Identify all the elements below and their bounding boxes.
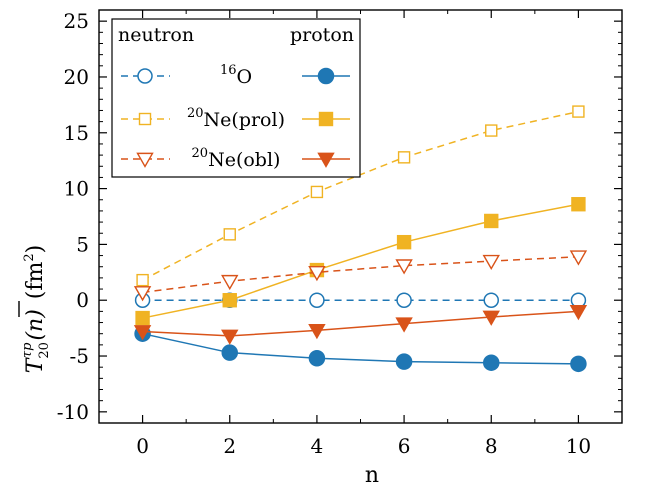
- y-tick-label: 10: [64, 177, 89, 201]
- legend-row: 20Ne(prol): [121, 106, 350, 131]
- legend-box: [111, 18, 361, 178]
- y-axis-title-unit: (fm: [23, 261, 48, 299]
- legend-label-nucleus: O: [236, 66, 252, 88]
- y-tick-label: -10: [57, 400, 89, 424]
- data-point: [569, 305, 588, 321]
- y-axis-title-sup: τp: [20, 342, 35, 358]
- series-neutron-4: [133, 250, 588, 302]
- data-point: [308, 265, 326, 282]
- y-axis-title-unit-sup: 2: [22, 253, 37, 261]
- data-point: [570, 355, 587, 373]
- y-tick-label: 20: [64, 65, 89, 89]
- legend-label-nucleus: Ne(prol): [204, 109, 285, 131]
- data-point: [395, 259, 413, 275]
- legend-neutron-marker: [137, 68, 153, 84]
- data-point: [133, 286, 152, 302]
- data-point: [135, 310, 150, 326]
- data-point: [483, 292, 499, 308]
- data-point: [133, 325, 152, 341]
- legend-neutron-marker: [138, 112, 152, 126]
- data-point: [396, 292, 412, 308]
- legend-label-mass-number: 20: [187, 106, 204, 121]
- data-point: [309, 292, 325, 308]
- data-point: [136, 273, 149, 287]
- data-point: [223, 228, 236, 241]
- axis-ticks: 0 2 4 6 8 10 -10 -5 0 5 10 15 20 25: [57, 9, 623, 458]
- y-tick-label: 5: [76, 232, 89, 256]
- legend-label-mass-number: 16: [220, 63, 237, 78]
- data-point: [395, 317, 413, 333]
- data-point: [483, 354, 500, 371]
- legend-neutron-marker: [136, 152, 154, 168]
- legend-proton-marker: [317, 152, 335, 168]
- data-point: [308, 324, 326, 340]
- y-axis-title-sub: 20: [37, 342, 52, 359]
- y-tick-label: -5: [70, 344, 89, 368]
- legend-label: 20Ne(obl): [192, 146, 281, 171]
- data-point: [395, 353, 413, 370]
- y-tick-label: 15: [64, 121, 89, 145]
- data-point: [572, 105, 585, 118]
- legend-label: 20Ne(prol): [187, 106, 285, 131]
- y-tick-label: 25: [64, 9, 89, 33]
- data-point: [221, 274, 239, 291]
- y-axis-title: T20τp (n) (fm2): [18, 245, 52, 374]
- data-point: [222, 293, 237, 308]
- series-proton-3: [135, 197, 586, 326]
- legend-label-mass-number: 20: [192, 146, 209, 161]
- data-point: [397, 151, 411, 164]
- x-tick-label: 10: [566, 434, 591, 458]
- legend-proton-marker: [317, 67, 335, 85]
- y-axis-title-unit-close: ): [23, 245, 48, 254]
- data-point: [484, 213, 499, 229]
- data-point: [569, 250, 588, 266]
- series-line: [142, 310, 579, 337]
- x-tick-label: 6: [398, 434, 411, 458]
- data-point: [482, 310, 500, 326]
- legend-header-proton: proton: [290, 24, 354, 46]
- series-line: [142, 203, 579, 319]
- legend-label-nucleus: Ne(obl): [208, 149, 280, 171]
- legend-label: 16O: [220, 63, 252, 88]
- data-point: [221, 329, 239, 345]
- data-point: [221, 344, 238, 361]
- y-axis-title-base: T: [23, 356, 48, 373]
- x-tick-label: 8: [485, 434, 498, 458]
- x-axis-title: n: [365, 463, 379, 488]
- data-point: [482, 254, 500, 271]
- series-line: [142, 255, 579, 294]
- legend-proton-marker: [318, 111, 334, 127]
- x-tick-label: 2: [223, 434, 236, 458]
- legend-row: 20Ne(obl): [121, 146, 350, 171]
- series-line: [142, 332, 579, 365]
- legend-header-neutron: neutron: [118, 24, 194, 46]
- x-tick-label: 4: [311, 434, 324, 458]
- series-proton-1: [134, 325, 587, 373]
- series-proton-5: [133, 305, 588, 345]
- svg-text:T20τp(n)(fm2): T20τp (n) (fm2): [20, 245, 52, 374]
- data-point: [571, 197, 586, 212]
- data-point: [396, 234, 412, 250]
- legend-row: 16O: [121, 63, 350, 88]
- x-tick-label: 0: [136, 434, 149, 458]
- y-tick-label: 0: [76, 288, 89, 312]
- data-point: [485, 124, 498, 137]
- data-point: [310, 185, 324, 199]
- data-point: [308, 350, 326, 367]
- y-axis-title-arg: (n): [23, 309, 48, 340]
